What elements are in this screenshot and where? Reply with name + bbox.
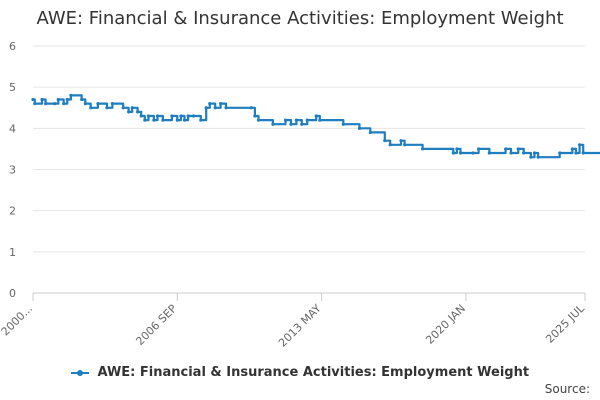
data-point[interactable] bbox=[110, 102, 114, 106]
data-point[interactable] bbox=[487, 151, 491, 155]
data-point[interactable] bbox=[56, 97, 60, 102]
data-point[interactable] bbox=[577, 143, 582, 147]
data-point[interactable] bbox=[529, 155, 533, 159]
data-point[interactable] bbox=[199, 118, 203, 122]
legend-line-marker-icon bbox=[70, 368, 89, 378]
y-tick-label: 4 bbox=[9, 122, 16, 135]
x-tick-label: 2013 MAY bbox=[276, 302, 324, 350]
y-tick-label: 0 bbox=[9, 287, 16, 300]
grid-layer bbox=[33, 45, 585, 294]
data-point[interactable] bbox=[204, 106, 208, 110]
data-point[interactable] bbox=[152, 118, 156, 122]
data-point[interactable] bbox=[455, 147, 459, 151]
data-point[interactable] bbox=[89, 106, 93, 110]
source-label: Source: bbox=[544, 382, 590, 396]
data-point[interactable] bbox=[186, 114, 190, 118]
data-point[interactable] bbox=[182, 118, 187, 122]
y-tick-label: 2 bbox=[9, 205, 16, 218]
legend-label: AWE: Financial & Insurance Activities: E… bbox=[97, 365, 530, 380]
data-point[interactable] bbox=[522, 151, 526, 155]
data-point[interactable] bbox=[249, 106, 253, 110]
data-point[interactable] bbox=[271, 122, 275, 126]
data-point[interactable] bbox=[96, 102, 100, 106]
data-point[interactable] bbox=[130, 106, 134, 110]
data-point[interactable] bbox=[40, 97, 44, 102]
data-point[interactable] bbox=[421, 147, 425, 151]
data-point[interactable] bbox=[300, 122, 304, 126]
x-tick-label: 2020 JAN bbox=[423, 302, 468, 347]
data-point[interactable] bbox=[127, 110, 131, 114]
data-point[interactable] bbox=[581, 151, 585, 155]
data-point[interactable] bbox=[509, 151, 513, 155]
data-point[interactable] bbox=[121, 106, 125, 110]
x-tick-label: 2000... bbox=[0, 302, 35, 338]
data-point[interactable] bbox=[532, 151, 537, 155]
data-point[interactable] bbox=[136, 110, 140, 114]
data-point[interactable] bbox=[558, 151, 562, 155]
data-point[interactable] bbox=[476, 147, 481, 151]
data-point[interactable] bbox=[403, 143, 407, 147]
data-point[interactable] bbox=[53, 102, 57, 106]
x-tick-label: 2006 SEP bbox=[133, 302, 179, 348]
data-point[interactable] bbox=[62, 102, 66, 106]
data-point[interactable] bbox=[570, 147, 574, 151]
y-tick-label: 3 bbox=[9, 164, 16, 177]
data-point[interactable] bbox=[179, 114, 183, 118]
chart-title: AWE: Financial & Insurance Activities: E… bbox=[36, 8, 564, 29]
data-point[interactable] bbox=[155, 114, 160, 118]
y-tick-label: 1 bbox=[9, 246, 16, 259]
data-point[interactable] bbox=[105, 106, 109, 110]
data-point[interactable] bbox=[80, 97, 84, 102]
data-point[interactable] bbox=[208, 102, 212, 106]
axis-layer: 0 1 2 3 4 5 6 2000... 2006 SEP 2013 MAY 2020 JAN 20… bbox=[0, 40, 588, 350]
data-point[interactable] bbox=[213, 106, 217, 110]
data-point[interactable] bbox=[283, 118, 288, 122]
data-point[interactable] bbox=[388, 143, 392, 147]
series-line[interactable] bbox=[33, 94, 600, 159]
legend[interactable]: AWE: Financial & Insurance Activities: E… bbox=[0, 365, 600, 380]
data-point[interactable] bbox=[574, 151, 578, 155]
data-point[interactable] bbox=[289, 122, 293, 126]
data-point[interactable] bbox=[146, 114, 151, 118]
data-point[interactable] bbox=[357, 126, 362, 130]
x-tick-label: 2025 JUL bbox=[543, 301, 587, 345]
data-point[interactable] bbox=[253, 114, 257, 118]
data-point[interactable] bbox=[368, 130, 372, 135]
data-point[interactable] bbox=[305, 118, 309, 122]
data-point[interactable] bbox=[536, 155, 540, 159]
data-point[interactable] bbox=[471, 151, 475, 155]
data-point[interactable] bbox=[504, 147, 508, 151]
data-point[interactable] bbox=[161, 118, 165, 122]
y-tick-label: 6 bbox=[9, 40, 16, 53]
series-layer bbox=[31, 93, 600, 159]
data-point[interactable] bbox=[170, 114, 174, 118]
data-point[interactable] bbox=[83, 102, 87, 106]
data-point[interactable] bbox=[33, 102, 37, 106]
data-point[interactable] bbox=[65, 97, 69, 102]
data-point[interactable] bbox=[44, 102, 48, 106]
data-point[interactable] bbox=[143, 118, 147, 122]
data-point[interactable] bbox=[224, 106, 228, 110]
data-point[interactable] bbox=[175, 118, 179, 122]
data-point[interactable] bbox=[69, 93, 73, 97]
data-point[interactable] bbox=[191, 114, 196, 118]
data-point[interactable] bbox=[516, 147, 520, 151]
y-tick-label: 5 bbox=[9, 81, 16, 94]
data-point[interactable] bbox=[451, 151, 455, 155]
data-point[interactable] bbox=[341, 122, 345, 126]
data-point[interactable] bbox=[219, 102, 223, 106]
data-point[interactable] bbox=[256, 118, 261, 122]
data-point[interactable] bbox=[314, 114, 318, 118]
data-point[interactable] bbox=[458, 151, 463, 155]
data-point[interactable] bbox=[383, 139, 387, 143]
data-point[interactable] bbox=[399, 139, 403, 143]
data-point[interactable] bbox=[139, 114, 143, 118]
data-point[interactable] bbox=[294, 118, 298, 122]
data-point[interactable] bbox=[318, 118, 322, 122]
data-point[interactable] bbox=[31, 97, 35, 102]
